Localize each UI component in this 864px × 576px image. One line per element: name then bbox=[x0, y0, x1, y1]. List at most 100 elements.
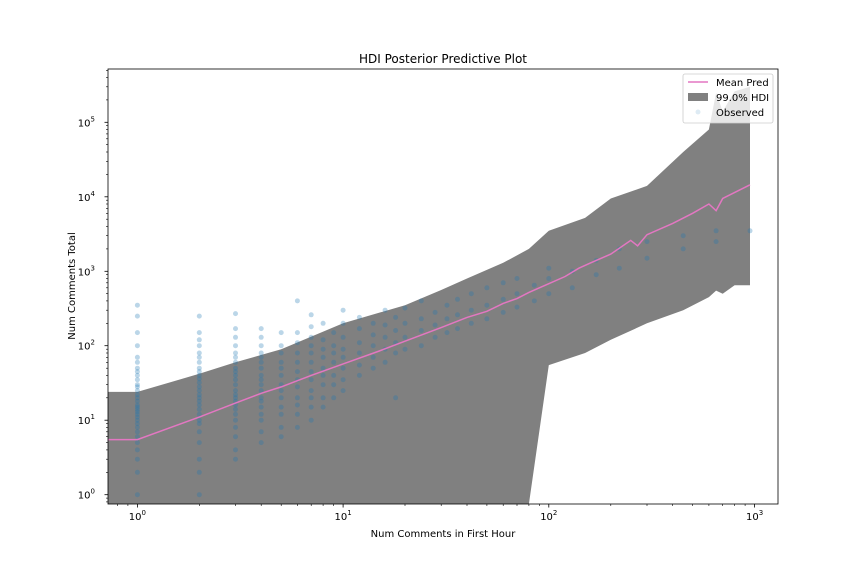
observed-point bbox=[320, 365, 326, 371]
observed-point bbox=[747, 228, 753, 234]
observed-point bbox=[680, 233, 686, 239]
observed-point bbox=[278, 330, 284, 336]
observed-point bbox=[278, 434, 284, 440]
observed-point bbox=[134, 421, 140, 427]
observed-point bbox=[616, 265, 622, 271]
observed-point bbox=[432, 322, 438, 328]
observed-point bbox=[196, 337, 202, 343]
legend-observed-label: Observed bbox=[716, 108, 764, 119]
observed-point bbox=[308, 417, 314, 423]
observed-point bbox=[134, 369, 140, 375]
observed-point bbox=[258, 382, 264, 388]
observed-point bbox=[134, 388, 140, 394]
observed-point bbox=[340, 346, 346, 352]
plot-frame bbox=[107, 68, 779, 505]
observed-point bbox=[331, 343, 337, 349]
y-tick-exponent: 4 bbox=[91, 190, 96, 198]
x-tick-label: 102 bbox=[540, 509, 557, 523]
observed-point bbox=[233, 447, 238, 453]
observed-point bbox=[294, 384, 300, 390]
observed-point bbox=[196, 359, 202, 365]
observed-point bbox=[393, 395, 399, 401]
observed-point bbox=[294, 424, 300, 430]
observed-point bbox=[393, 328, 399, 333]
observed-point bbox=[340, 334, 346, 340]
observed-point bbox=[331, 395, 337, 401]
observed-point bbox=[331, 350, 337, 356]
observed-point bbox=[294, 359, 300, 365]
observed-point bbox=[258, 334, 264, 340]
observed-point bbox=[402, 334, 408, 340]
observed-point bbox=[233, 372, 238, 378]
observed-point bbox=[134, 343, 140, 349]
observed-point bbox=[134, 414, 140, 420]
observed-point bbox=[308, 350, 314, 356]
observed-point bbox=[331, 382, 337, 388]
observed-point bbox=[418, 328, 424, 333]
observed-point bbox=[258, 388, 264, 394]
observed-point bbox=[196, 411, 202, 417]
observed-point bbox=[320, 404, 326, 410]
observed-point bbox=[340, 388, 346, 394]
observed-point bbox=[196, 398, 202, 404]
observed-point bbox=[233, 326, 238, 332]
y-axis-label: Num Comments Total bbox=[67, 232, 78, 339]
observed-point bbox=[278, 388, 284, 394]
observed-point bbox=[468, 320, 474, 326]
observed-point bbox=[134, 354, 140, 360]
legend: Mean Pred 99.0% HDI Observed bbox=[682, 73, 774, 124]
observed-point bbox=[340, 365, 346, 371]
observed-point bbox=[233, 311, 238, 317]
observed-point bbox=[468, 291, 474, 297]
observed-point bbox=[713, 228, 719, 234]
observed-point bbox=[402, 305, 408, 311]
observed-point bbox=[134, 384, 140, 390]
observed-point bbox=[370, 343, 376, 349]
observed-point bbox=[546, 291, 552, 297]
observed-point bbox=[393, 314, 399, 320]
observed-point bbox=[258, 377, 264, 383]
observed-point bbox=[382, 334, 388, 340]
observed-point bbox=[233, 350, 238, 356]
observed-point bbox=[382, 322, 388, 328]
observed-point bbox=[196, 354, 202, 360]
plot-area bbox=[108, 86, 753, 504]
observed-point bbox=[308, 404, 314, 410]
observed-point bbox=[196, 421, 202, 427]
observed-point bbox=[356, 372, 362, 378]
y-tick-label: 104 bbox=[78, 190, 96, 204]
observed-point bbox=[320, 346, 326, 352]
observed-point bbox=[258, 398, 264, 404]
observed-point bbox=[278, 395, 284, 401]
x-tick-exponent: 3 bbox=[759, 509, 763, 517]
observed-point bbox=[134, 382, 140, 388]
observed-point bbox=[418, 316, 424, 322]
observed-point bbox=[258, 372, 264, 378]
y-tick-exponent: 5 bbox=[91, 115, 95, 123]
observed-point bbox=[340, 320, 346, 326]
x-tick-label: 101 bbox=[334, 509, 351, 523]
observed-point bbox=[196, 429, 202, 435]
y-tick-label: 105 bbox=[78, 115, 95, 129]
observed-point bbox=[196, 392, 202, 398]
observed-point bbox=[134, 406, 140, 412]
y-tick-exponent: 2 bbox=[91, 339, 95, 347]
observed-point bbox=[320, 320, 326, 326]
observed-point bbox=[308, 359, 314, 365]
legend-mean-pred-label: Mean Pred bbox=[716, 78, 769, 89]
observed-point bbox=[432, 309, 438, 315]
observed-point bbox=[546, 276, 552, 281]
observed-point bbox=[233, 354, 238, 360]
observed-point bbox=[196, 330, 202, 336]
y-tick-label: 102 bbox=[78, 339, 95, 353]
observed-point bbox=[294, 330, 300, 336]
observed-point bbox=[500, 280, 506, 286]
observed-point bbox=[134, 429, 140, 435]
y-tick-label: 100 bbox=[78, 488, 95, 502]
observed-point bbox=[196, 406, 202, 412]
observed-point bbox=[196, 456, 202, 462]
observed-point bbox=[340, 307, 346, 313]
observed-point bbox=[196, 440, 202, 446]
observed-point bbox=[644, 255, 650, 261]
x-tick-exponent: 1 bbox=[347, 509, 351, 517]
